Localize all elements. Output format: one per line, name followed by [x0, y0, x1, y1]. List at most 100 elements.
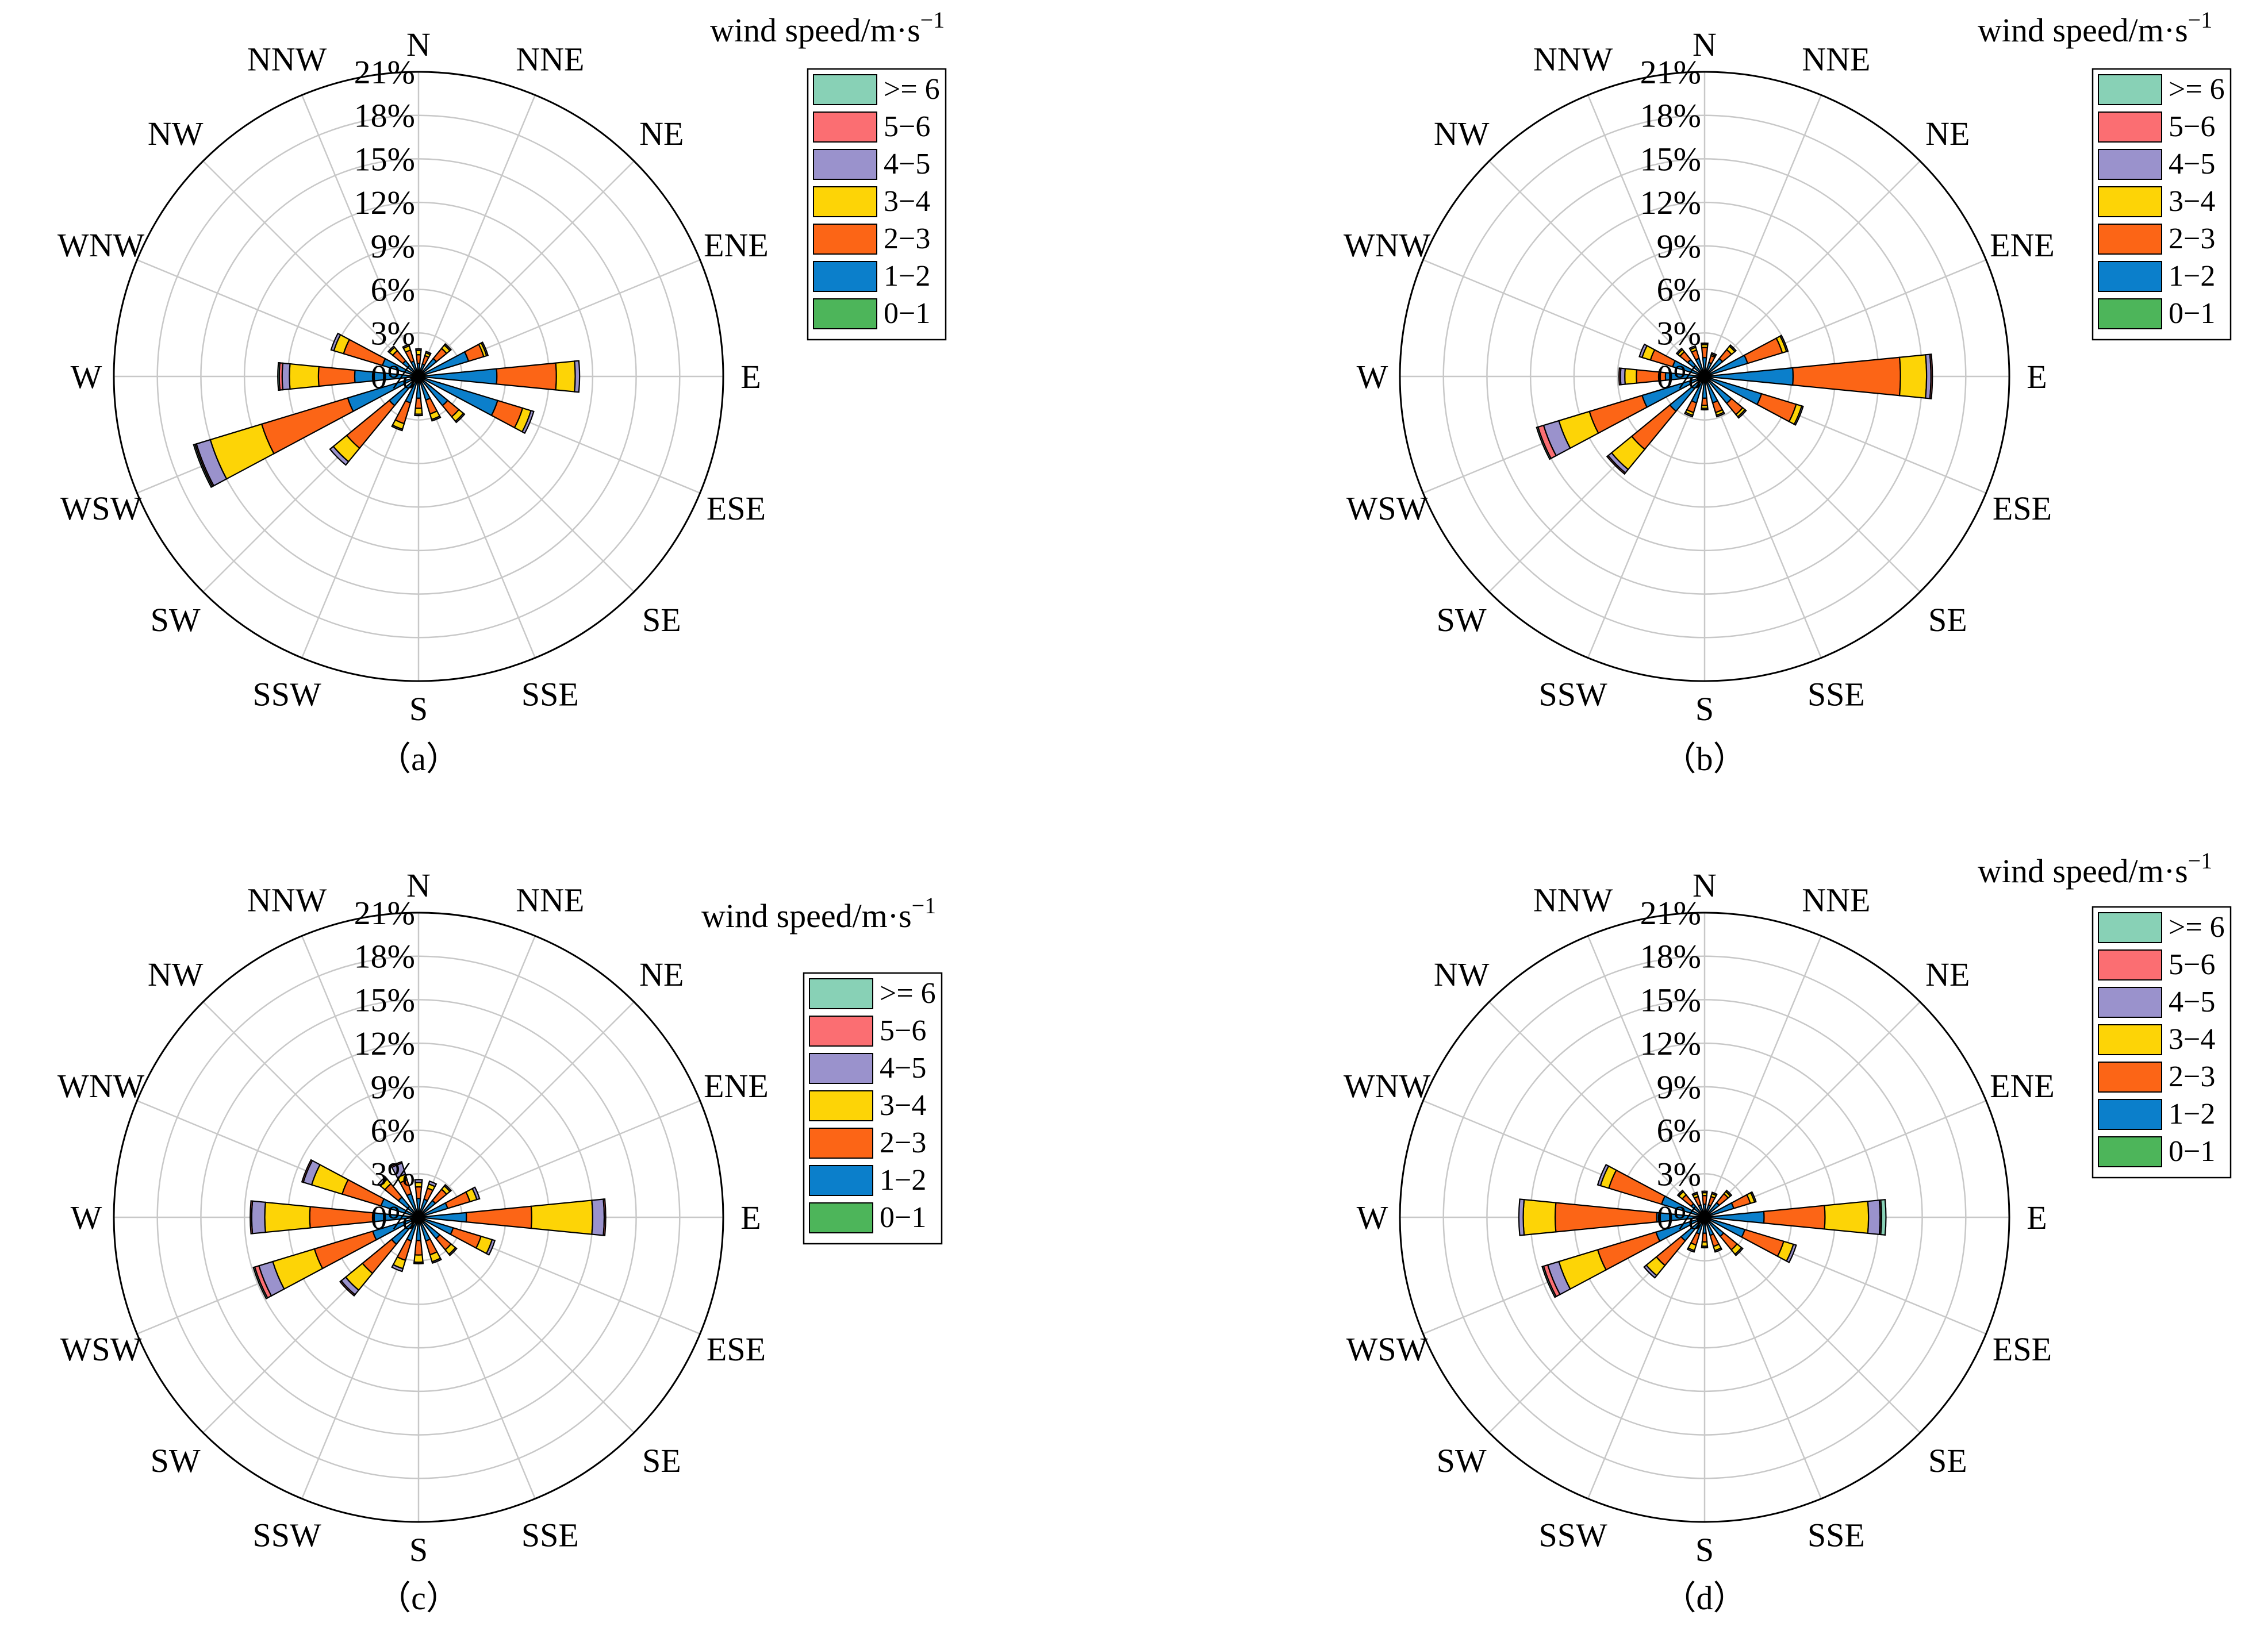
radial-tick-label: 0%: [371, 358, 415, 395]
legend-label: 2−3: [2169, 1060, 2215, 1093]
legend: wind speed/m·s−1 >= 6 5−6 4−5 3−4 2−3 1−2 0−1: [1978, 848, 2232, 1179]
legend-label: 0−1: [2169, 1135, 2215, 1168]
direction-label-wnw: WNW: [1344, 1067, 1431, 1105]
legend-label: 4−5: [884, 148, 930, 180]
wind-bar-ese-2-3: [1756, 393, 1797, 422]
wind-bar-se-4-5: [454, 412, 466, 424]
direction-label-ssw: SSW: [1539, 675, 1608, 713]
wind-bar-s-4-5: [1701, 1245, 1709, 1249]
wind-bar-ene-4-5: [480, 341, 489, 357]
grid-spoke: [1587, 1217, 1706, 1499]
legend: wind speed/m·s−1 >= 6 5−6 4−5 3−4 2−3 1−2 0−1: [1978, 7, 2232, 341]
direction-label-s: S: [1695, 1531, 1714, 1568]
wind-bar-nnw-4-5: [1688, 345, 1697, 351]
wind-bar-n-2-3: [1702, 1195, 1707, 1205]
legend-swatch: [809, 978, 873, 1009]
direction-label-nnw: NNW: [1533, 41, 1613, 78]
legend-swatch: [809, 1165, 873, 1196]
wind-bar-s-2-3: [414, 1239, 423, 1256]
direction-label-ene: ENE: [1990, 1067, 2055, 1105]
legend-swatch: [809, 1128, 873, 1159]
direction-label-nw: NW: [148, 115, 204, 152]
radial-tick-label: 6%: [371, 271, 415, 309]
wind-bar-nw-4-5: [1676, 1189, 1684, 1197]
radial-tick-label: 12%: [1640, 184, 1701, 221]
direction-label-ne: NE: [1925, 956, 1970, 993]
wind-bar-ne-4-5: [1728, 344, 1737, 353]
legend-swatch: [2098, 987, 2162, 1018]
direction-label-se: SE: [1928, 601, 1967, 639]
direction-label-wnw: WNW: [1344, 226, 1431, 264]
legend-label: 2−3: [880, 1126, 926, 1159]
wind-bar-sw-5-6: [339, 1279, 356, 1297]
legend-label: 4−5: [2169, 986, 2215, 1018]
legend-title-text: wind speed/m·s: [701, 897, 912, 935]
legend-swatch: [809, 1016, 873, 1047]
legend-swatch: [2098, 74, 2162, 105]
wind-bar-s-2-3: [415, 397, 423, 409]
legend-title-text: wind speed/m·s: [710, 11, 920, 49]
wind-bar-w-3-4: [289, 363, 320, 390]
wind-bar-e-3-4: [1898, 354, 1928, 399]
wind-bar-nne-4-5: [425, 351, 432, 356]
legend-title: wind speed/m·s−1: [701, 893, 936, 935]
wind-bar-ne-4-5: [443, 343, 452, 352]
wind-bar-s-3-4: [413, 1254, 424, 1263]
wind-bar-n-4-5: [1701, 1190, 1708, 1194]
wind-bar-ese-4-5: [1793, 405, 1804, 426]
radial-tick-label: 21%: [1640, 53, 1701, 91]
wind-bar-nne-4-5: [428, 1180, 438, 1188]
legend-label: 2−3: [2169, 222, 2215, 255]
wind-bar-sse-4-5: [1714, 1247, 1723, 1253]
panel-label: （d）: [1663, 1579, 1746, 1617]
direction-label-nnw: NNW: [1533, 882, 1613, 919]
wind-bar-w-3-4: [1624, 368, 1638, 385]
legend-label: 1−2: [880, 1164, 926, 1197]
wind-bar-wnw-4-5: [1597, 1163, 1610, 1187]
grid-spoke: [1488, 160, 1705, 377]
legend-label: 5−6: [884, 110, 930, 143]
grid-spoke: [1587, 94, 1706, 377]
direction-label-ese: ESE: [707, 1331, 766, 1368]
radial-tick-label: 21%: [354, 894, 415, 932]
legend-title-exponent: −1: [912, 893, 937, 918]
wind-bar-sse-4-5: [431, 415, 442, 422]
direction-label-nnw: NNW: [247, 882, 327, 919]
direction-label-ne: NE: [639, 115, 684, 152]
direction-label-n: N: [406, 867, 431, 904]
wind-bar-wsw----6: [252, 1266, 268, 1299]
direction-labels: N NNE NE ENE E ESE SE SSE S SSW SW WSW W WNW NW NNW: [57, 867, 769, 1568]
grid-spoke: [417, 94, 536, 377]
legend-title-text: wind speed/m·s: [1978, 11, 2188, 49]
wind-bars: [193, 332, 581, 489]
radial-tick-label: 9%: [1657, 1068, 1701, 1106]
legend-label: >= 6: [884, 73, 940, 106]
polar-frame: [113, 912, 724, 1523]
radial-tick-labels: 0% 3% 6% 9% 12% 15% 18% 21%: [354, 894, 415, 1236]
radial-tick-label: 18%: [354, 938, 415, 975]
radial-tick-label: 18%: [1640, 938, 1701, 975]
wind-bar-ese-4-5: [485, 1239, 496, 1256]
wind-bar-e-5-6: [603, 1198, 607, 1236]
wind-bar-e-4-5: [574, 360, 581, 393]
radial-tick-label: 3%: [371, 314, 415, 352]
wind-bar-sw-4-5: [1643, 1264, 1658, 1279]
legend-label: 3−4: [880, 1089, 926, 1122]
direction-label-e: E: [2027, 1199, 2047, 1236]
radial-tick-label: 15%: [1640, 981, 1701, 1018]
wind-bar-n-4-5: [414, 1179, 423, 1183]
wind-bar-sse-4-5: [431, 1257, 442, 1264]
wind-bar-e-4-5: [591, 1198, 605, 1236]
wind-bar-w-5-6: [1618, 367, 1622, 386]
wind-bar-wsw----6: [193, 443, 214, 489]
wind-bar-se-4-5: [1737, 409, 1747, 419]
direction-labels: N NNE NE ENE E ESE SE SSE S SSW SW WSW W WNW NW NNW: [1344, 26, 2055, 728]
wind-bar-w-2-3: [1554, 1202, 1658, 1233]
grid-spoke: [1704, 160, 1921, 377]
wind-bar-se-4-5: [448, 1247, 458, 1256]
panel-a: 0%3%6%9%12%15%18%21%N NNENEENEEESESESSESS…: [57, 7, 947, 778]
radial-tick-label: 3%: [1657, 1155, 1701, 1193]
legend-swatch: [2098, 149, 2162, 180]
radial-tick-label: 21%: [1640, 894, 1701, 932]
direction-label-ese: ESE: [707, 490, 766, 527]
